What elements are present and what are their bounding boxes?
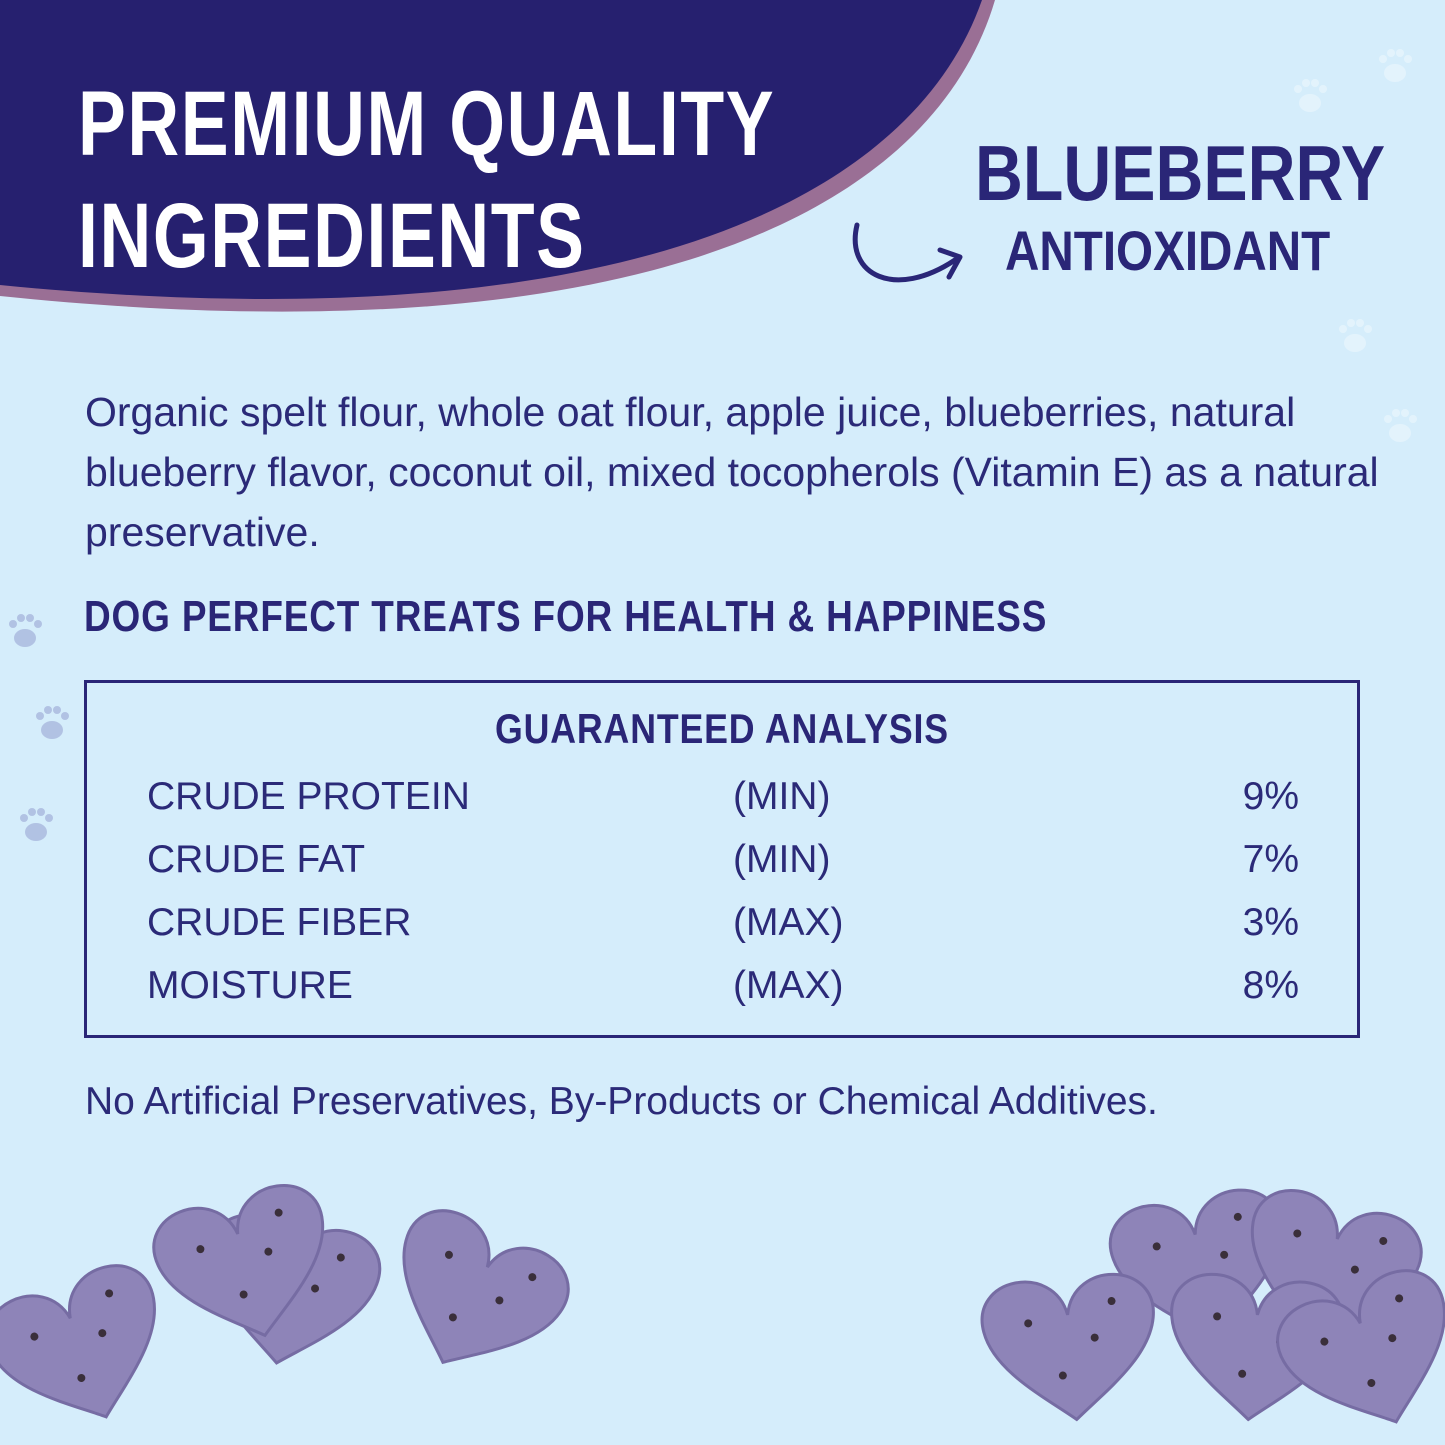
analysis-row: MOISTURE (MAX) 8% (147, 964, 1299, 1014)
analysis-name: CRUDE PROTEIN (147, 775, 470, 818)
analysis-value: 7% (1242, 838, 1299, 881)
header-title-line2: INGREDIENTS (78, 185, 586, 287)
analysis-row: CRUDE PROTEIN (MIN) 9% (147, 775, 1299, 825)
curved-arrow-icon (852, 222, 963, 283)
analysis-row: CRUDE FIBER (MAX) 3% (147, 901, 1299, 951)
analysis-qualifier: (MIN) (733, 838, 831, 881)
header-banner (0, 0, 995, 312)
subheading: DOG PERFECT TREATS FOR HEALTH & HAPPINES… (84, 592, 1048, 641)
analysis-title: GUARANTEED ANALYSIS (495, 705, 949, 752)
ingredients-text: Organic spelt flour, whole oat flour, ap… (85, 389, 1379, 555)
treat (0, 1252, 189, 1445)
analysis-row: CRUDE FAT (MIN) 7% (147, 838, 1299, 888)
treats-image (0, 1180, 1445, 1445)
analysis-name: CRUDE FIBER (147, 901, 412, 944)
callout-blueberry: BLUEBERRY (975, 129, 1386, 217)
analysis-value: 9% (1242, 775, 1299, 818)
guaranteed-analysis-box: GUARANTEED ANALYSIS CRUDE PROTEIN (MIN) … (84, 680, 1360, 1038)
analysis-name: CRUDE FAT (147, 838, 366, 881)
analysis-qualifier: (MIN) (733, 775, 831, 818)
header-title-line1: PREMIUM QUALITY (78, 73, 776, 175)
analysis-value: 8% (1242, 964, 1299, 1007)
treat (977, 1269, 1164, 1429)
paw-prints-decoration (9, 49, 1417, 841)
analysis-value: 3% (1242, 901, 1299, 944)
analysis-name: MOISTURE (147, 964, 353, 1007)
analysis-qualifier: (MAX) (733, 964, 844, 1007)
treat (363, 1196, 583, 1401)
callout-antioxidant: ANTIOXIDANT (1005, 219, 1331, 282)
footer-note: No Artificial Preservatives, By-Products… (85, 1080, 1158, 1123)
analysis-qualifier: (MAX) (733, 901, 844, 944)
